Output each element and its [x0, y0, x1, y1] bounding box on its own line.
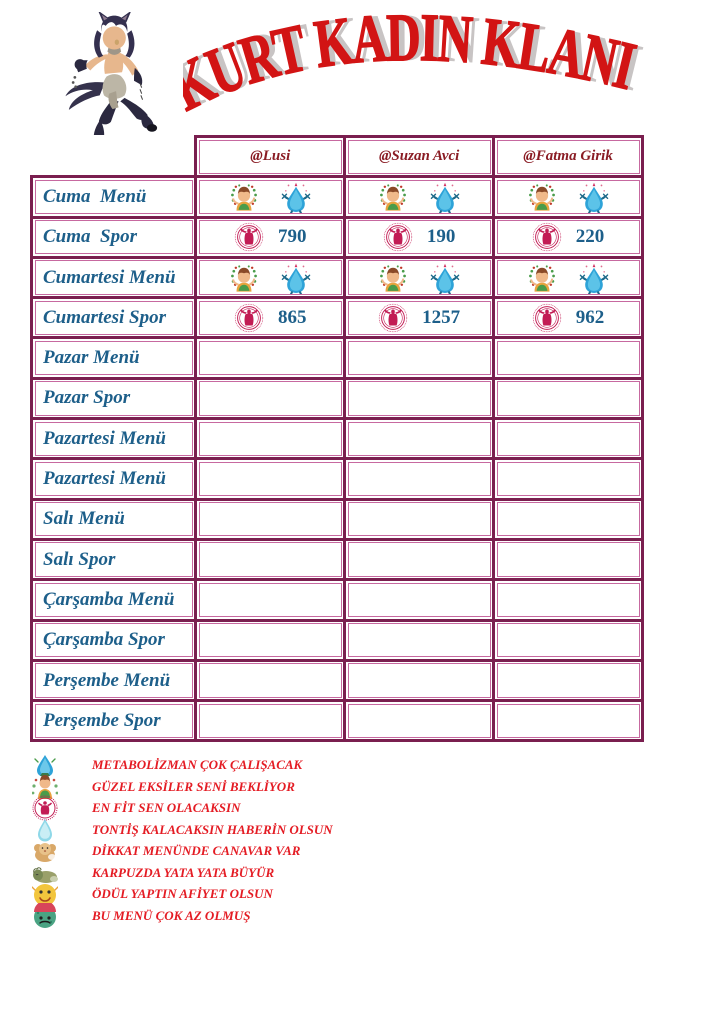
svg-text:KURT KADIN KLANI: KURT KADIN KLANI: [183, 10, 642, 125]
